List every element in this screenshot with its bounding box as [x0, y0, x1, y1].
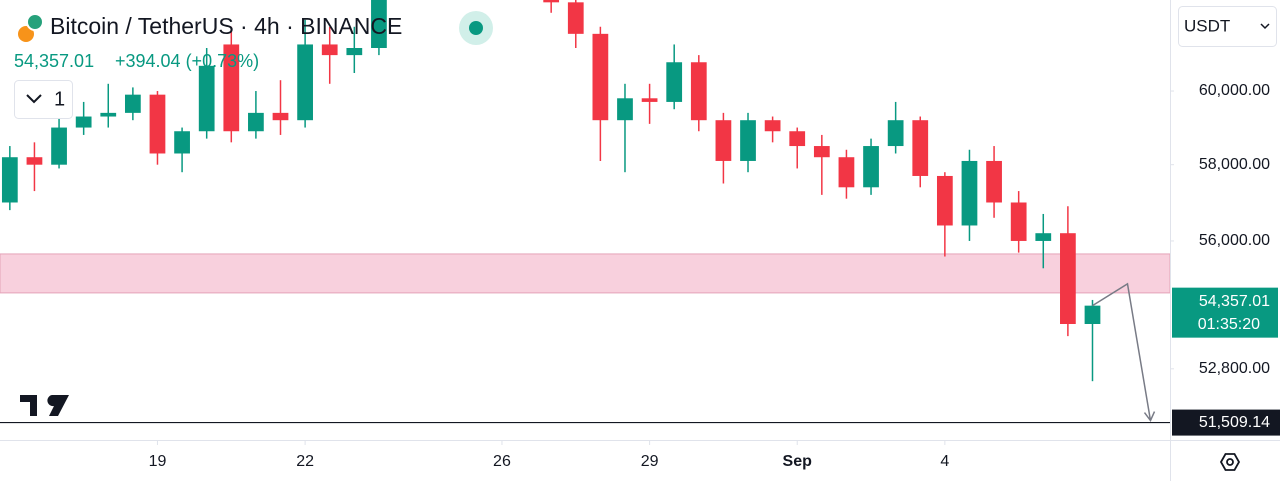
tv-logo [20, 395, 69, 416]
candle-body [272, 112, 289, 121]
candle-body [863, 146, 879, 188]
candle-body [1060, 233, 1076, 324]
candle-body [764, 120, 781, 132]
candle-body [100, 112, 117, 117]
candle-body [887, 120, 904, 147]
candle-body [912, 120, 929, 176]
x-tick-label: Sep [783, 453, 813, 470]
zone [0, 253, 1170, 294]
candle-body [690, 62, 707, 121]
candle-body [51, 127, 67, 165]
x-tick-label: 22 [296, 453, 314, 470]
symbol-title: Bitcoin / TetherUS · 4h · BINANCE [50, 13, 402, 39]
candle-body [838, 157, 855, 188]
chevron [1260, 23, 1270, 30]
settings-icon[interactable] [1219, 453, 1241, 471]
last-price-label: 54,357.01 [1199, 293, 1270, 310]
candle-body [986, 160, 1002, 203]
plot-area [0, 0, 1170, 423]
candle-body [641, 98, 658, 102]
candle-body [371, 0, 387, 49]
candle-body [248, 112, 264, 132]
hline-label-box [1172, 409, 1280, 436]
candle-body [149, 94, 166, 154]
candle-body [26, 157, 43, 165]
candle-body [961, 160, 978, 226]
hline-label: 51,509.14 [1199, 414, 1270, 431]
settings-icon-center [1226, 458, 1234, 466]
chevron [26, 94, 42, 104]
candle-body [223, 44, 240, 132]
candle-body [567, 2, 584, 34]
status-dot [469, 21, 483, 35]
candle-body [740, 120, 756, 161]
candle-body [75, 116, 92, 128]
x-tick-label: 4 [940, 453, 949, 470]
x-tick-label: 19 [149, 453, 167, 470]
candle-body [543, 0, 560, 3]
header-change: +394.04 (+0.73%) [115, 51, 259, 71]
layout-toggle[interactable] [14, 80, 73, 119]
candle-body [124, 94, 141, 113]
x-tick-label: 29 [641, 453, 659, 470]
currency-select[interactable] [1178, 6, 1277, 47]
x-tick-label: 26 [493, 453, 511, 470]
y-tick-label: 56,000.00 [1199, 232, 1270, 249]
candle-body [297, 44, 313, 121]
usdt-icon [26, 13, 44, 31]
y-tick-label: 58,000.00 [1199, 156, 1270, 173]
candle-body [1084, 305, 1101, 324]
last-price-box [1172, 287, 1278, 338]
candle-body [1010, 202, 1027, 241]
y-tick-label: 52,800.00 [1199, 360, 1270, 377]
candle-body [936, 175, 953, 226]
candle-body [174, 131, 190, 154]
candle-body [789, 131, 806, 147]
candle-body [813, 146, 830, 158]
candle-body [617, 98, 633, 121]
candle-body [198, 65, 215, 132]
candle-body [715, 120, 732, 161]
arrow [1092, 282, 1156, 423]
layout-count: 1 [54, 88, 65, 110]
candle-body [1, 157, 18, 203]
btc-icon [18, 26, 34, 42]
y-tick-label: 60,000.00 [1199, 82, 1270, 99]
countdown: 01:35:20 [1198, 316, 1260, 333]
header-price: 54,357.01 [14, 51, 94, 71]
candle-body [666, 62, 683, 102]
candle-body [1035, 233, 1052, 241]
candle-body [346, 48, 363, 56]
currency: USDT [1184, 16, 1230, 35]
candle-body [321, 44, 338, 56]
candle-body [592, 33, 609, 121]
